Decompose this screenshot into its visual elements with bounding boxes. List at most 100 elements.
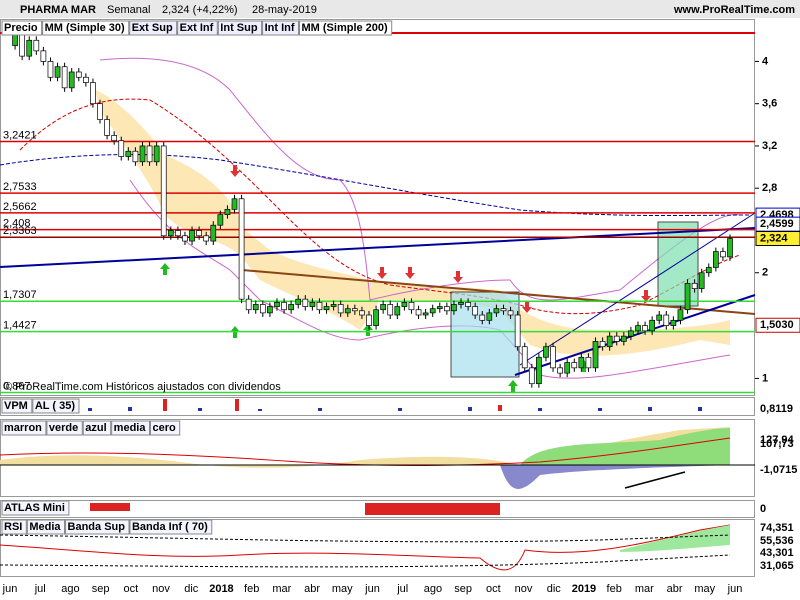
candle	[61, 66, 68, 89]
indicator-box	[32, 398, 80, 414]
candle	[599, 341, 606, 348]
candle	[323, 306, 330, 311]
legend-item: MM (Simple 30)	[45, 22, 125, 34]
candle	[422, 312, 429, 316]
candle	[408, 301, 415, 311]
indicator-label: azul	[85, 422, 106, 434]
candle	[267, 306, 273, 314]
legend-box	[1, 20, 43, 36]
candle	[479, 314, 486, 321]
y-tick-label: 3,2	[762, 140, 777, 152]
legend-item: MM (Simple 200)	[302, 22, 389, 34]
candle	[628, 330, 634, 337]
candle	[380, 304, 387, 311]
candle	[118, 140, 125, 157]
x-tick-label: feb	[607, 583, 622, 595]
level-label: 3,2421	[3, 129, 37, 141]
candle	[359, 310, 365, 316]
x-tick-label: feb	[244, 583, 259, 595]
indicator-value: 74,351	[760, 522, 794, 534]
candle	[720, 251, 726, 258]
candle	[153, 145, 160, 163]
legend-item: Int Inf	[265, 22, 295, 34]
indicator-value: 0,8119	[760, 403, 793, 415]
candle	[344, 308, 351, 314]
rsi-bands	[0, 534, 731, 568]
indicator-box	[1, 398, 33, 414]
azul-area	[500, 465, 730, 489]
y-tick-label: 2,8	[762, 182, 777, 194]
x-tick-label: mar	[272, 583, 291, 595]
candle	[663, 314, 670, 326]
trend-line	[0, 227, 756, 268]
indicator-box	[1, 420, 47, 436]
mm200	[0, 154, 751, 217]
indicator-box	[1, 519, 27, 535]
candle	[224, 208, 231, 215]
candle	[727, 238, 733, 258]
indicator-label: Media	[29, 521, 61, 533]
indicator-box	[26, 519, 66, 535]
candle	[259, 304, 266, 314]
candle	[620, 335, 627, 342]
candle	[698, 272, 705, 289]
trend-line	[241, 269, 756, 315]
candle	[557, 367, 563, 374]
candle	[649, 319, 655, 332]
x-tick-label: ago	[424, 583, 442, 595]
candle	[521, 346, 528, 369]
candle	[90, 82, 96, 105]
candle	[68, 71, 75, 89]
x-tick-label: sep	[454, 583, 472, 595]
candle	[472, 306, 479, 316]
symbol: PHARMA MAR	[20, 4, 96, 16]
indicator-label: marron	[4, 422, 42, 434]
candle	[217, 214, 224, 226]
legend-item: Ext Sup	[132, 22, 173, 34]
atlas-bars	[90, 503, 500, 515]
ext-sup	[99, 57, 741, 301]
candle	[337, 304, 344, 314]
candle	[160, 145, 167, 237]
candle	[302, 298, 309, 307]
level-label: 1,7307	[3, 289, 37, 301]
x-tick-label: oct	[486, 583, 501, 595]
candle	[436, 306, 443, 310]
x-tick-label: abr	[667, 583, 683, 595]
candle	[245, 298, 252, 311]
x-tick-label: dic	[547, 583, 562, 595]
x-tick-label: mar	[635, 583, 654, 595]
candle	[571, 362, 578, 369]
verde-area	[520, 428, 730, 465]
candle	[97, 103, 103, 120]
candle	[613, 335, 620, 342]
legend-item: Ext Inf	[180, 22, 214, 34]
indicator-label: cero	[152, 422, 176, 434]
x-tick-label: abr	[304, 583, 320, 595]
x-tick-label: jun	[2, 583, 18, 595]
legend-item: Int Sup	[220, 22, 258, 34]
level-label: 2,408	[3, 218, 31, 230]
candle	[394, 306, 401, 316]
candle	[514, 314, 521, 348]
candle	[111, 135, 118, 142]
candle	[231, 198, 238, 210]
x-tick-label: jun	[364, 583, 380, 595]
x-tick-label: jun	[727, 583, 743, 595]
price-tag	[755, 317, 800, 333]
legend-box	[177, 20, 218, 36]
y-tick-label: 4	[762, 55, 769, 67]
indicator-value: 31,065	[760, 560, 794, 572]
y-tick-label: 3,6	[762, 98, 777, 110]
candle	[146, 145, 153, 163]
period: Semanal	[107, 4, 150, 16]
indicator-value: 55,536	[760, 535, 794, 547]
level-label: 2,7533	[3, 181, 37, 193]
candle	[139, 145, 146, 163]
legend-item: Precio	[4, 22, 38, 34]
price-tag-label: 2,4599	[760, 218, 794, 230]
site: www.ProRealTime.com	[673, 4, 795, 16]
candle	[295, 298, 302, 305]
candle	[458, 301, 464, 305]
